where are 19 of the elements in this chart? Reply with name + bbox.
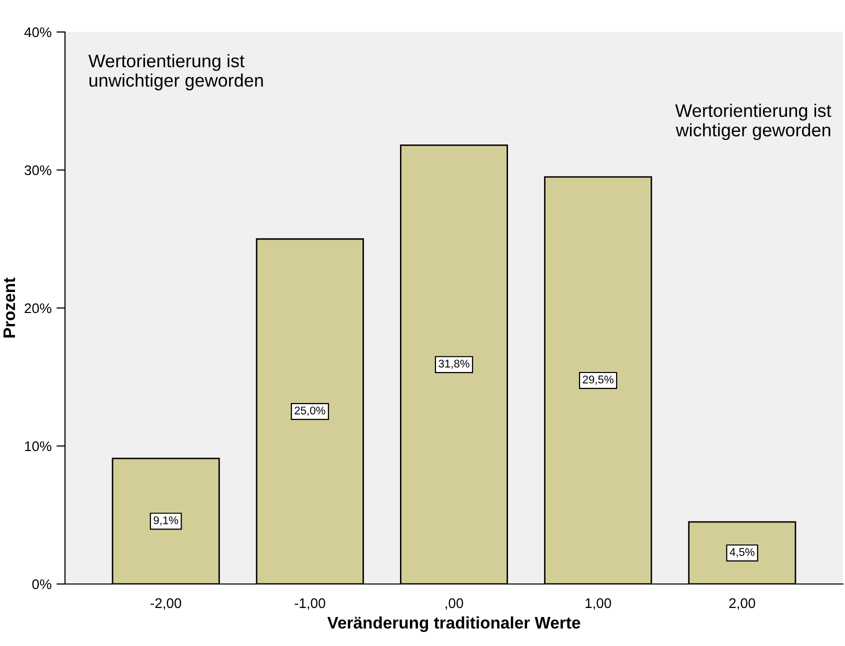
data-label: 25,0% bbox=[294, 406, 326, 416]
y-tick-label: 30% bbox=[24, 165, 52, 176]
y-tick-label: 10% bbox=[25, 441, 52, 452]
x-tick-label: 1,00 bbox=[586, 598, 612, 610]
x-tick-label: ,00 bbox=[446, 598, 464, 610]
data-label: 9,1% bbox=[154, 516, 178, 526]
y-tick-label: 40% bbox=[24, 27, 52, 38]
x-tick-label: -2,00 bbox=[150, 598, 182, 610]
y-tick-label: 20% bbox=[24, 303, 52, 314]
data-label: 4,5% bbox=[730, 548, 754, 558]
annotation: Wertorientierung ist unwichtiger geworden bbox=[88, 54, 263, 90]
data-label: 31,8% bbox=[438, 360, 470, 369]
x-tick-label: 2,00 bbox=[729, 598, 756, 610]
y-axis-title: Prozent bbox=[4, 278, 16, 338]
x-axis-title: Veränderung traditionaler Werte bbox=[327, 616, 580, 632]
x-tick-label: -1,00 bbox=[294, 598, 326, 610]
annotation: Wertorientierung ist wichtiger geworden bbox=[675, 104, 832, 140]
y-tick-label: 0% bbox=[32, 579, 52, 590]
data-label: 29,5% bbox=[582, 376, 614, 385]
